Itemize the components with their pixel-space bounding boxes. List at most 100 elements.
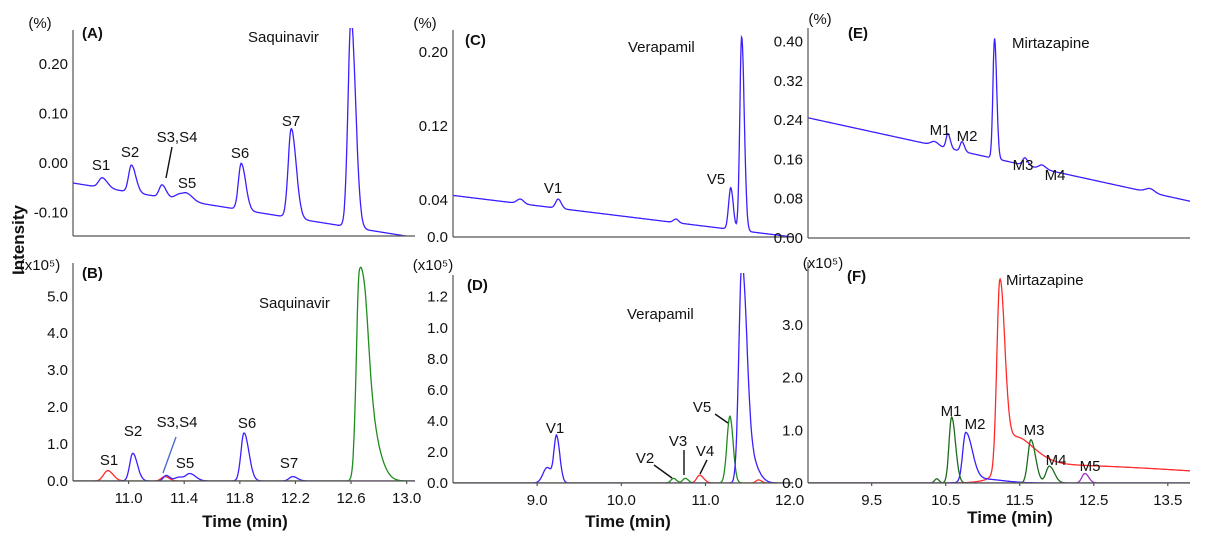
panel-e: 0.00 0.08 0.16 0.24 0.32 0.40 (%) (E) Mirtazapin… bbox=[774, 11, 1190, 247]
y-tick-label: 2.0 bbox=[427, 444, 448, 461]
y-tick-label: 8.0 bbox=[427, 351, 448, 368]
y-tick-label: -0.10 bbox=[34, 205, 68, 222]
x-tick-label: 12.5 bbox=[1079, 492, 1108, 509]
y-unit-label: (%) bbox=[808, 11, 831, 28]
panel-letter: (D) bbox=[467, 277, 488, 294]
y-tick-label: 6.0 bbox=[427, 382, 448, 399]
y-tick-label: 0.0 bbox=[427, 229, 448, 246]
peak-label: V2 bbox=[636, 450, 654, 467]
y-tick-label: 0.0 bbox=[47, 473, 68, 490]
leader-line bbox=[165, 146, 173, 179]
series-line-0 bbox=[453, 474, 793, 483]
series-line-0 bbox=[808, 277, 1190, 483]
peak-label: M1 bbox=[941, 403, 962, 420]
y-tick-label: 3.0 bbox=[782, 317, 803, 334]
x-tick-label: 13.5 bbox=[1153, 492, 1182, 509]
x-tick-label: 10.5 bbox=[931, 492, 960, 509]
peak-label: V4 bbox=[696, 443, 714, 460]
y-tick-label: 2.0 bbox=[47, 399, 68, 416]
y-tick-label: 0.24 bbox=[774, 112, 803, 129]
y-tick-label: 0.08 bbox=[774, 191, 803, 208]
series-line-1 bbox=[73, 432, 415, 481]
peak-label: S5 bbox=[178, 175, 196, 192]
peak-label: M3 bbox=[1013, 157, 1034, 174]
series-line-0 bbox=[73, 28, 410, 236]
panel-letter: (E) bbox=[848, 25, 868, 42]
panel-b: 0.0 1.0 2.0 3.0 4.0 5.0 11.0 11.4 11.8 12.2 12.6 13… bbox=[20, 257, 421, 531]
compound-label: Verapamil bbox=[628, 39, 695, 56]
compound-label: Saquinavir bbox=[259, 295, 330, 312]
x-tick-label: 11.5 bbox=[1006, 492, 1034, 509]
panel-letter: (A) bbox=[82, 25, 103, 42]
y-tick-label: 0.32 bbox=[774, 73, 803, 90]
peak-label: V5 bbox=[707, 171, 725, 188]
x-axis-title: Time (min) bbox=[967, 508, 1053, 527]
series-line-0 bbox=[73, 470, 415, 481]
y-tick-label: 0.04 bbox=[419, 192, 448, 209]
x-tick-label: 11.4 bbox=[170, 490, 198, 507]
y-unit-label: (%) bbox=[413, 15, 436, 32]
y-tick-label: 0.20 bbox=[39, 56, 68, 73]
y-tick-label: 0.20 bbox=[419, 44, 448, 61]
leader-line bbox=[699, 459, 708, 475]
peak-label: M3 bbox=[1024, 422, 1045, 439]
peak-label: S3,S4 bbox=[157, 414, 198, 431]
peak-label: M1 bbox=[930, 122, 951, 139]
series-line-0 bbox=[808, 38, 1190, 202]
peak-label: S1 bbox=[92, 157, 110, 174]
y-tick-label: 2.0 bbox=[782, 370, 803, 387]
y-tick-label: 5.0 bbox=[47, 288, 68, 305]
y-axis-title: Intensity bbox=[9, 205, 28, 275]
x-tick-label: 12.2 bbox=[281, 490, 310, 507]
series-line-2 bbox=[808, 416, 1190, 483]
y-tick-label: 0.16 bbox=[774, 151, 803, 168]
x-tick-label: 10.0 bbox=[607, 492, 636, 509]
peak-label: S7 bbox=[280, 455, 298, 472]
x-tick-label: 12.6 bbox=[336, 490, 365, 507]
peak-label: M5 bbox=[1080, 458, 1101, 475]
compound-label: Verapamil bbox=[627, 306, 694, 323]
x-tick-label: 9.5 bbox=[861, 492, 882, 509]
y-unit-label: (x10⁵) bbox=[20, 257, 60, 274]
compound-label: Saquinavir bbox=[248, 29, 319, 46]
y-tick-label: 0.12 bbox=[419, 118, 448, 135]
x-tick-label: 11.0 bbox=[115, 490, 143, 507]
y-unit-label: (%) bbox=[28, 15, 51, 32]
y-tick-label: 3.0 bbox=[47, 362, 68, 379]
x-axis-title: Time (min) bbox=[202, 512, 288, 531]
series-line-0 bbox=[453, 34, 793, 237]
y-unit-label: (x10⁵) bbox=[413, 257, 453, 274]
y-tick-label: 0.00 bbox=[39, 155, 68, 172]
x-tick-label: 12.0 bbox=[775, 492, 804, 509]
peak-label: M4 bbox=[1046, 452, 1067, 469]
peak-label: S1 bbox=[100, 452, 118, 469]
y-tick-label: 4.0 bbox=[427, 413, 448, 430]
compound-label: Mirtazapine bbox=[1006, 272, 1084, 289]
series-line-3 bbox=[808, 472, 1190, 483]
x-tick-label: 11.0 bbox=[691, 492, 719, 509]
x-axis-title: Time (min) bbox=[585, 512, 671, 531]
peak-label: V1 bbox=[546, 420, 564, 437]
panel-d: 0.0 2.0 4.0 6.0 8.0 1.0 1.2 9.0 10.0 11.0 12.0 (x10… bbox=[413, 257, 804, 531]
leader-line bbox=[714, 413, 729, 424]
y-tick-label: 1.0 bbox=[427, 320, 448, 337]
y-tick-label: 1.0 bbox=[47, 436, 68, 453]
y-tick-label: 0.0 bbox=[427, 475, 448, 492]
peak-label: M2 bbox=[965, 416, 986, 433]
peak-label: S3,S4 bbox=[157, 129, 198, 146]
x-tick-label: 9.0 bbox=[527, 492, 548, 509]
y-tick-label: 0.40 bbox=[774, 34, 803, 51]
series-line-1 bbox=[808, 431, 1190, 483]
compound-label: Mirtazapine bbox=[1012, 35, 1090, 52]
panel-letter: (C) bbox=[465, 32, 486, 49]
peak-label: S6 bbox=[238, 415, 256, 432]
peak-label: S7 bbox=[282, 113, 300, 130]
x-tick-label: 13.0 bbox=[392, 490, 421, 507]
y-tick-label: 4.0 bbox=[47, 325, 68, 342]
peak-label: S2 bbox=[124, 423, 142, 440]
panel-c: 0.0 0.04 0.12 0.20 (%) (C) Verapamil V1 V5 bbox=[413, 15, 793, 246]
peak-label: S6 bbox=[231, 145, 249, 162]
peak-label: V5 bbox=[693, 399, 711, 416]
series-line-2 bbox=[453, 273, 793, 483]
